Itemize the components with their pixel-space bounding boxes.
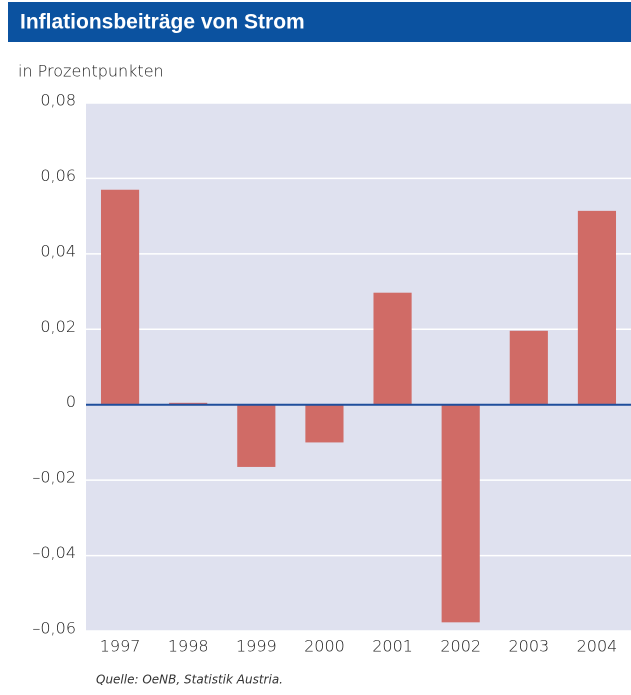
y-tick-label: –0,06 — [32, 619, 76, 638]
x-tick-label: 2001 — [372, 637, 413, 656]
x-tick-label: 2004 — [577, 637, 618, 656]
bar — [237, 404, 276, 467]
y-tick-label: 0 — [66, 392, 76, 411]
y-tick-label: –0,04 — [32, 543, 76, 562]
y-tick-label: 0,02 — [40, 317, 76, 336]
y-tick-label: 0,04 — [40, 241, 76, 260]
bar — [305, 404, 344, 443]
x-tick-label: 2003 — [508, 637, 549, 656]
x-tick-label: 1999 — [236, 637, 277, 656]
chart-title: Inflationsbeiträge von Strom — [20, 11, 305, 34]
subtitle: in Prozentpunkten — [18, 62, 164, 81]
x-tick-label: 1998 — [168, 637, 209, 656]
source: Quelle: OeNB, Statistik Austria. — [96, 673, 283, 687]
title-banner — [8, 2, 631, 42]
plot-area — [86, 103, 631, 631]
x-tick-label: 1997 — [100, 637, 141, 656]
y-tick-label: –0,02 — [32, 468, 76, 487]
y-tick-label: 0,06 — [40, 166, 76, 185]
bar — [100, 189, 140, 405]
bar — [441, 404, 480, 623]
bar — [509, 330, 548, 405]
y-tick-label: 0,08 — [40, 91, 76, 110]
x-tick-label: 2000 — [304, 637, 345, 656]
bar — [373, 292, 412, 405]
x-tick-label: 2002 — [440, 637, 481, 656]
bar — [577, 210, 617, 405]
